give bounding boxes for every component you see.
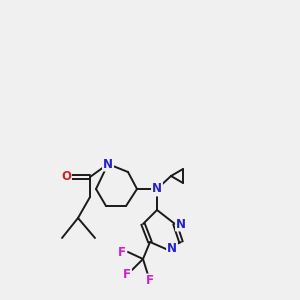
Text: N: N (176, 218, 186, 230)
Text: N: N (103, 158, 113, 170)
Text: O: O (61, 170, 71, 184)
Text: N: N (152, 182, 162, 196)
Text: F: F (146, 274, 154, 287)
Text: F: F (123, 268, 131, 281)
Text: N: N (167, 242, 177, 256)
Text: F: F (118, 245, 126, 259)
